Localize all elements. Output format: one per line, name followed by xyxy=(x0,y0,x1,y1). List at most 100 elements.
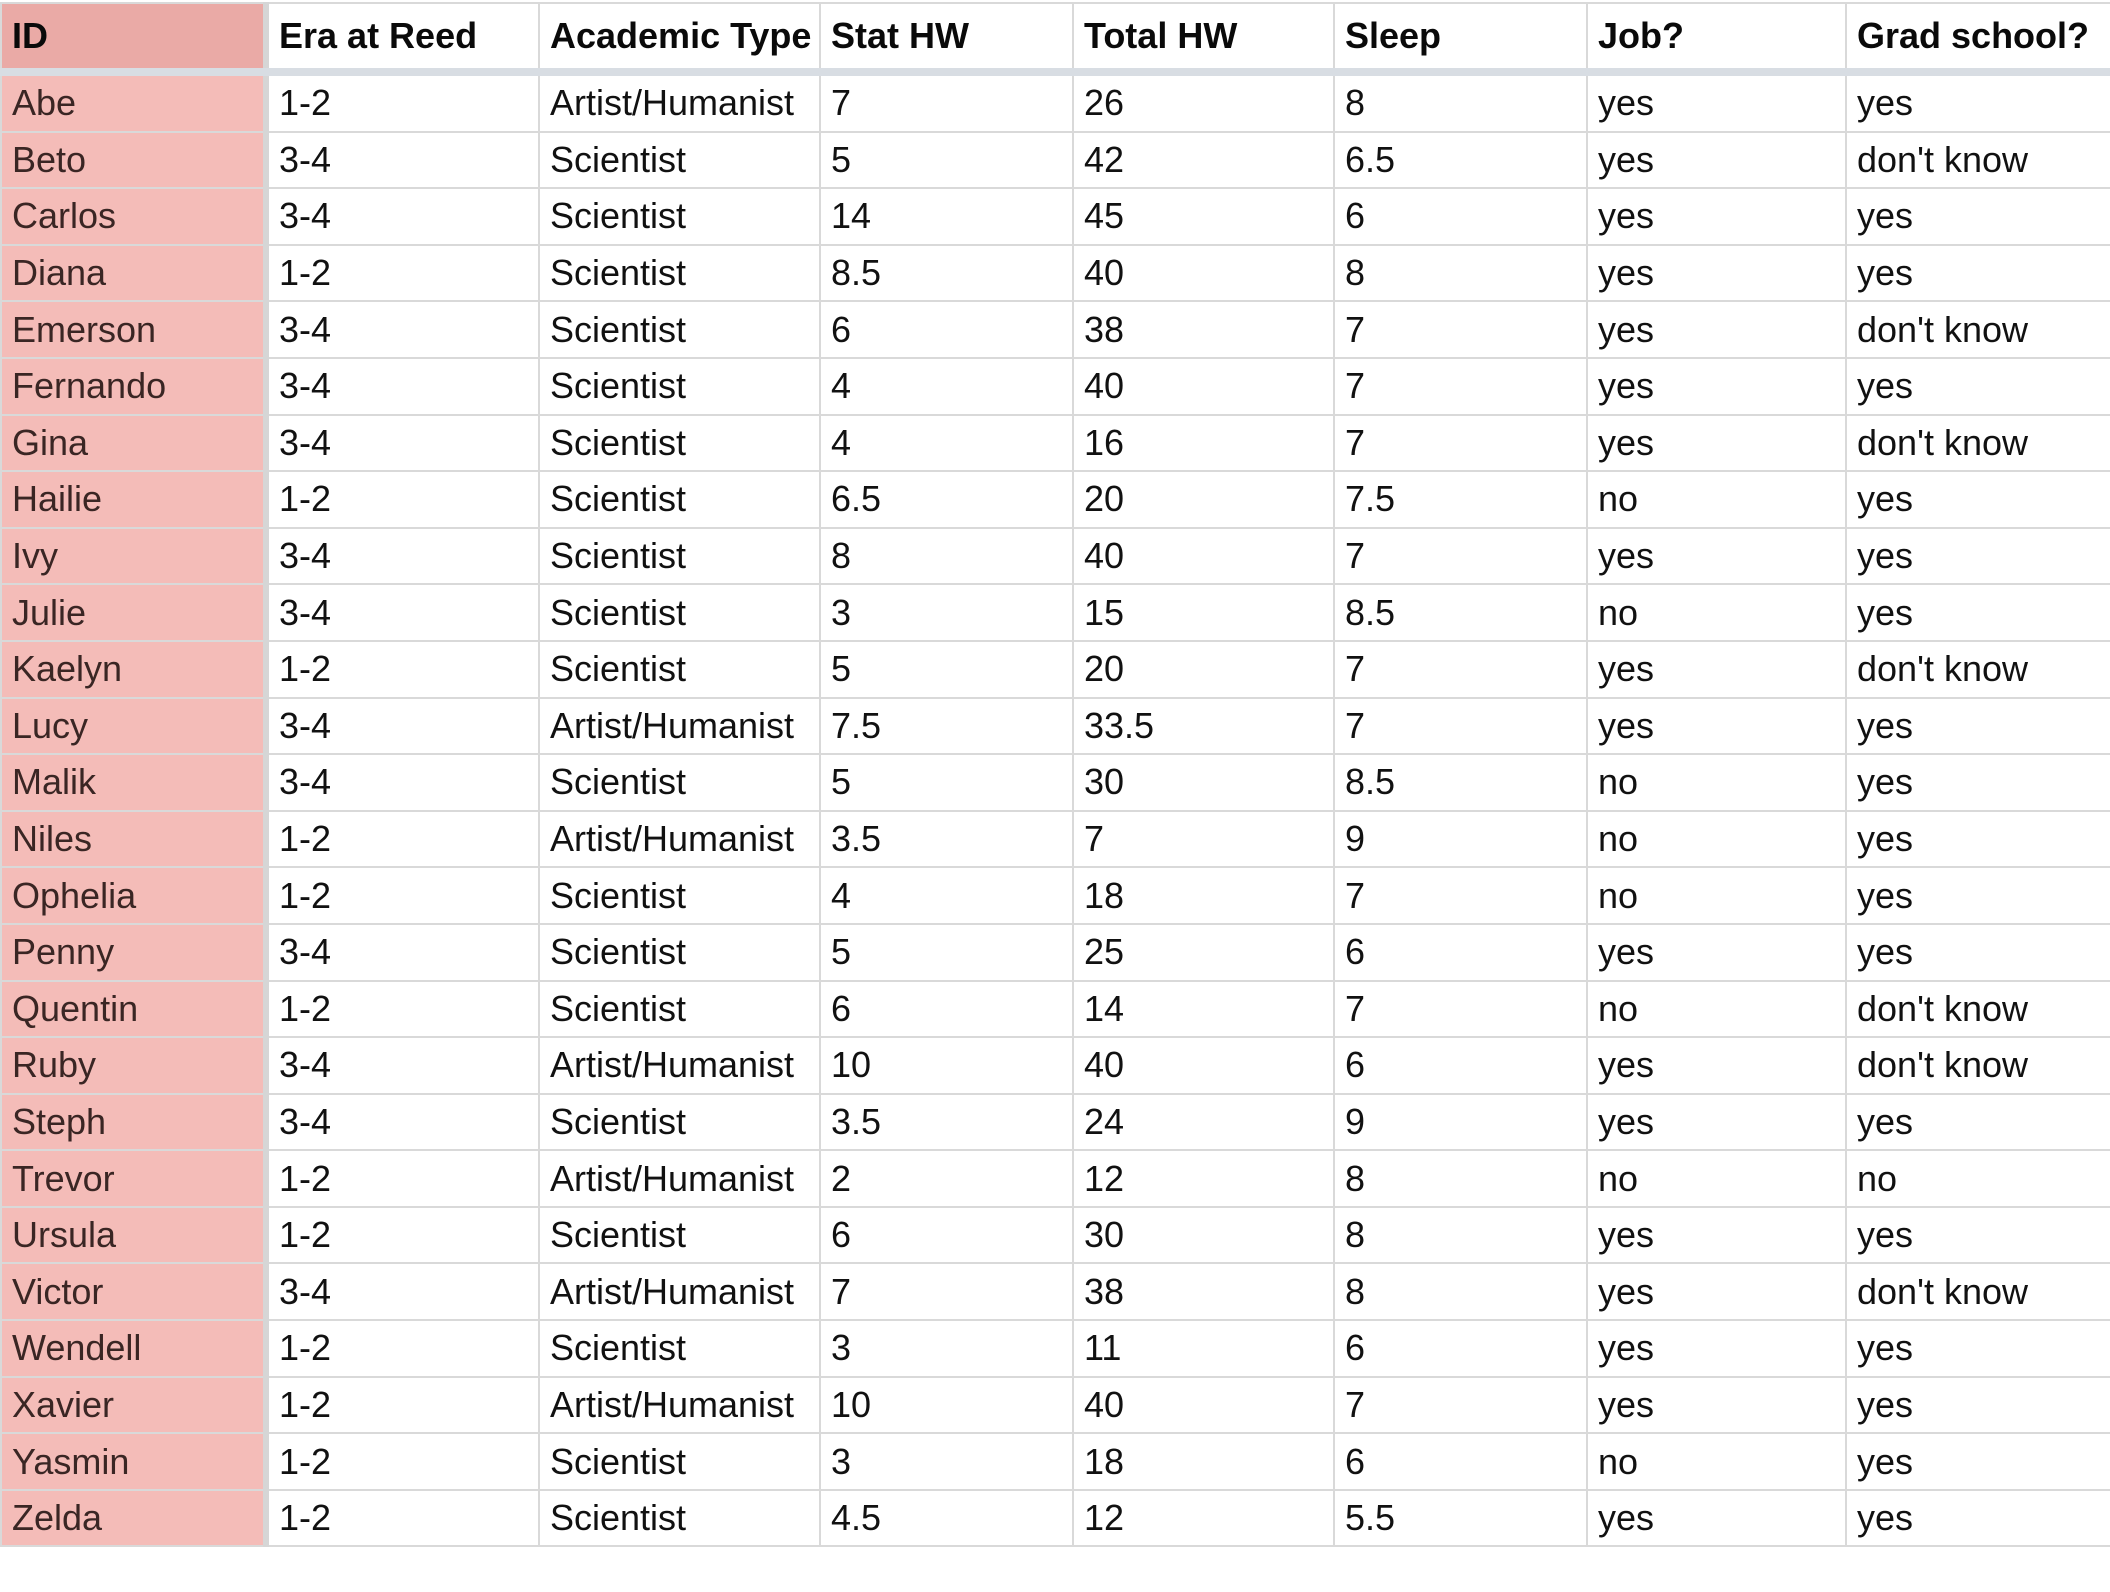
cell-id[interactable]: Gina xyxy=(0,413,269,473)
cell-stat-hw[interactable]: 5 xyxy=(819,922,1074,982)
cell-sleep[interactable]: 8.5 xyxy=(1333,583,1588,642)
cell-grad-school[interactable]: yes xyxy=(1845,866,2110,925)
cell-sleep[interactable]: 6 xyxy=(1333,1319,1588,1378)
cell-grad-school[interactable]: yes xyxy=(1845,1488,2110,1548)
cell-stat-hw[interactable]: 2 xyxy=(819,1149,1074,1208)
cell-total-hw[interactable]: 18 xyxy=(1072,866,1335,925)
cell-stat-hw[interactable]: 7.5 xyxy=(819,696,1074,756)
cell-academic-type[interactable]: Artist/Humanist xyxy=(538,1036,821,1095)
cell-job[interactable]: no xyxy=(1586,583,1847,642)
cell-total-hw[interactable]: 20 xyxy=(1072,470,1335,529)
cell-academic-type[interactable]: Scientist xyxy=(538,979,821,1039)
cell-id[interactable]: Julie xyxy=(0,583,269,642)
cell-stat-hw[interactable]: 14 xyxy=(819,187,1074,246)
cell-sleep[interactable]: 7 xyxy=(1333,639,1588,699)
cell-sleep[interactable]: 6 xyxy=(1333,1432,1588,1491)
column-header-id[interactable]: ID xyxy=(0,2,269,76)
cell-id[interactable]: Kaelyn xyxy=(0,639,269,699)
cell-era-at-reed[interactable]: 1-2 xyxy=(265,1488,540,1548)
cell-total-hw[interactable]: 14 xyxy=(1072,979,1335,1039)
cell-job[interactable]: no xyxy=(1586,753,1847,812)
column-header-total-hw[interactable]: Total HW xyxy=(1072,2,1335,76)
cell-stat-hw[interactable]: 5 xyxy=(819,639,1074,699)
cell-job[interactable]: no xyxy=(1586,979,1847,1039)
cell-total-hw[interactable]: 40 xyxy=(1072,526,1335,586)
cell-stat-hw[interactable]: 8 xyxy=(819,526,1074,586)
cell-era-at-reed[interactable]: 3-4 xyxy=(265,1262,540,1322)
cell-academic-type[interactable]: Scientist xyxy=(538,1432,821,1491)
cell-job[interactable]: yes xyxy=(1586,356,1847,416)
cell-stat-hw[interactable]: 3 xyxy=(819,1432,1074,1491)
cell-job[interactable]: no xyxy=(1586,1149,1847,1208)
column-header-era-at-reed[interactable]: Era at Reed xyxy=(265,2,540,76)
cell-era-at-reed[interactable]: 3-4 xyxy=(265,356,540,416)
cell-era-at-reed[interactable]: 1-2 xyxy=(265,979,540,1039)
cell-job[interactable]: no xyxy=(1586,809,1847,869)
cell-total-hw[interactable]: 15 xyxy=(1072,583,1335,642)
cell-sleep[interactable]: 7 xyxy=(1333,696,1588,756)
cell-stat-hw[interactable]: 10 xyxy=(819,1036,1074,1095)
cell-academic-type[interactable]: Scientist xyxy=(538,753,821,812)
cell-sleep[interactable]: 8 xyxy=(1333,1262,1588,1322)
cell-era-at-reed[interactable]: 1-2 xyxy=(265,71,540,133)
cell-job[interactable]: yes xyxy=(1586,1036,1847,1095)
cell-stat-hw[interactable]: 7 xyxy=(819,1262,1074,1322)
cell-id[interactable]: Diana xyxy=(0,243,269,303)
cell-academic-type[interactable]: Scientist xyxy=(538,1205,821,1265)
cell-era-at-reed[interactable]: 3-4 xyxy=(265,300,540,359)
cell-academic-type[interactable]: Scientist xyxy=(538,583,821,642)
cell-stat-hw[interactable]: 6 xyxy=(819,300,1074,359)
cell-id[interactable]: Ophelia xyxy=(0,866,269,925)
cell-grad-school[interactable]: don't know xyxy=(1845,130,2110,190)
cell-total-hw[interactable]: 26 xyxy=(1072,71,1335,133)
cell-total-hw[interactable]: 40 xyxy=(1072,356,1335,416)
cell-stat-hw[interactable]: 6 xyxy=(819,979,1074,1039)
cell-total-hw[interactable]: 24 xyxy=(1072,1092,1335,1152)
cell-job[interactable]: yes xyxy=(1586,1092,1847,1152)
cell-era-at-reed[interactable]: 3-4 xyxy=(265,583,540,642)
cell-sleep[interactable]: 7 xyxy=(1333,866,1588,925)
cell-era-at-reed[interactable]: 3-4 xyxy=(265,413,540,473)
cell-grad-school[interactable]: yes xyxy=(1845,187,2110,246)
cell-sleep[interactable]: 8 xyxy=(1333,1205,1588,1265)
cell-era-at-reed[interactable]: 3-4 xyxy=(265,753,540,812)
cell-total-hw[interactable]: 12 xyxy=(1072,1149,1335,1208)
cell-id[interactable]: Beto xyxy=(0,130,269,190)
cell-grad-school[interactable]: yes xyxy=(1845,71,2110,133)
cell-academic-type[interactable]: Scientist xyxy=(538,922,821,982)
cell-academic-type[interactable]: Scientist xyxy=(538,413,821,473)
cell-sleep[interactable]: 6 xyxy=(1333,1036,1588,1095)
cell-era-at-reed[interactable]: 1-2 xyxy=(265,243,540,303)
column-header-academic-type[interactable]: Academic Type xyxy=(538,2,821,76)
cell-total-hw[interactable]: 30 xyxy=(1072,753,1335,812)
cell-id[interactable]: Niles xyxy=(0,809,269,869)
cell-total-hw[interactable]: 38 xyxy=(1072,300,1335,359)
cell-academic-type[interactable]: Scientist xyxy=(538,639,821,699)
cell-id[interactable]: Trevor xyxy=(0,1149,269,1208)
cell-id[interactable]: Fernando xyxy=(0,356,269,416)
cell-id[interactable]: Penny xyxy=(0,922,269,982)
cell-sleep[interactable]: 7 xyxy=(1333,979,1588,1039)
cell-total-hw[interactable]: 40 xyxy=(1072,1375,1335,1435)
cell-grad-school[interactable]: yes xyxy=(1845,922,2110,982)
cell-academic-type[interactable]: Artist/Humanist xyxy=(538,1149,821,1208)
cell-job[interactable]: yes xyxy=(1586,696,1847,756)
cell-grad-school[interactable]: yes xyxy=(1845,356,2110,416)
cell-era-at-reed[interactable]: 3-4 xyxy=(265,696,540,756)
cell-academic-type[interactable]: Scientist xyxy=(538,526,821,586)
cell-grad-school[interactable]: yes xyxy=(1845,1432,2110,1491)
cell-era-at-reed[interactable]: 1-2 xyxy=(265,1205,540,1265)
cell-sleep[interactable]: 9 xyxy=(1333,1092,1588,1152)
cell-grad-school[interactable]: yes xyxy=(1845,1319,2110,1378)
cell-job[interactable]: yes xyxy=(1586,1319,1847,1378)
cell-sleep[interactable]: 7 xyxy=(1333,526,1588,586)
cell-total-hw[interactable]: 42 xyxy=(1072,130,1335,190)
cell-grad-school[interactable]: yes xyxy=(1845,526,2110,586)
cell-sleep[interactable]: 9 xyxy=(1333,809,1588,869)
cell-era-at-reed[interactable]: 1-2 xyxy=(265,1319,540,1378)
cell-era-at-reed[interactable]: 3-4 xyxy=(265,187,540,246)
cell-academic-type[interactable]: Scientist xyxy=(538,187,821,246)
cell-academic-type[interactable]: Scientist xyxy=(538,300,821,359)
cell-stat-hw[interactable]: 3.5 xyxy=(819,809,1074,869)
cell-grad-school[interactable]: yes xyxy=(1845,696,2110,756)
